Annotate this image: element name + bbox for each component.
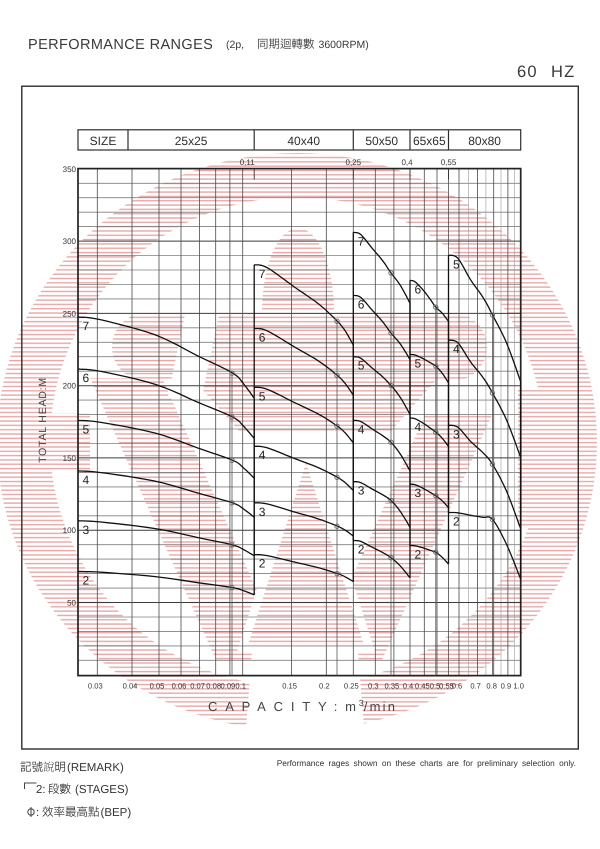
svg-text:0.03: 0.03: [88, 682, 103, 691]
svg-text:5: 5: [415, 356, 422, 370]
svg-text:(REMARK): (REMARK): [67, 762, 124, 774]
svg-text:0.15: 0.15: [282, 682, 297, 691]
svg-text:60: 60: [517, 63, 538, 81]
svg-text:3: 3: [415, 486, 422, 500]
svg-text:5: 5: [259, 389, 266, 403]
svg-text:25x25: 25x25: [175, 134, 208, 148]
svg-text:0.06: 0.06: [172, 682, 187, 691]
svg-text:Performance rages shown on the: Performance rages shown on these charts …: [277, 758, 576, 768]
svg-text:TOTAL HEAD:M: TOTAL HEAD:M: [37, 377, 49, 463]
svg-text:7: 7: [259, 267, 266, 281]
svg-text:0,11: 0,11: [240, 158, 256, 167]
svg-text:3: 3: [259, 505, 266, 519]
svg-text:5: 5: [83, 422, 90, 436]
svg-text:0.55: 0.55: [439, 682, 454, 691]
svg-text:300: 300: [63, 237, 77, 246]
svg-text:2:: 2:: [36, 784, 46, 796]
svg-text:0.35: 0.35: [385, 682, 400, 691]
svg-text:0.4: 0.4: [403, 682, 414, 691]
svg-text:6: 6: [259, 330, 266, 344]
svg-text:0,4: 0,4: [401, 158, 413, 167]
svg-text:4: 4: [358, 422, 365, 436]
svg-text:2: 2: [358, 543, 365, 557]
svg-text:40x40: 40x40: [287, 134, 320, 148]
svg-text:0.25: 0.25: [344, 682, 359, 691]
svg-text:3600RPM): 3600RPM): [319, 39, 369, 51]
svg-text:SIZE: SIZE: [90, 134, 117, 148]
svg-text:CAPACITY:m3/min: CAPACITY:m3/min: [208, 698, 397, 714]
svg-text:250: 250: [63, 309, 77, 318]
svg-text::: :: [36, 807, 39, 819]
svg-text:0.09: 0.09: [221, 682, 236, 691]
svg-text:HZ: HZ: [551, 63, 575, 81]
svg-text:7: 7: [83, 319, 90, 333]
svg-text:80x80: 80x80: [468, 134, 501, 148]
svg-text:3: 3: [358, 484, 365, 498]
svg-text:0.04: 0.04: [123, 682, 138, 691]
svg-text:50x50: 50x50: [365, 134, 398, 148]
svg-text:100: 100: [63, 526, 77, 535]
svg-text:4: 4: [259, 448, 266, 462]
svg-text:0.3: 0.3: [368, 682, 379, 691]
svg-text:2: 2: [453, 514, 460, 528]
svg-text:PERFORMANCE RANGES: PERFORMANCE RANGES: [28, 37, 213, 53]
svg-text:(2p,: (2p,: [226, 39, 244, 51]
svg-text:2: 2: [83, 573, 90, 587]
svg-text:0.45: 0.45: [415, 682, 430, 691]
svg-text:0.08: 0.08: [206, 682, 221, 691]
svg-text:0.2: 0.2: [319, 682, 330, 691]
svg-text:0,25: 0,25: [346, 158, 362, 167]
svg-text:6: 6: [415, 282, 422, 296]
svg-text:50: 50: [67, 599, 76, 608]
svg-text:3: 3: [453, 427, 460, 441]
svg-text:0.07: 0.07: [190, 682, 205, 691]
svg-text:5: 5: [453, 257, 460, 271]
svg-text:0.5: 0.5: [430, 682, 441, 691]
svg-text:150: 150: [63, 454, 77, 463]
svg-text:0.6: 0.6: [452, 682, 463, 691]
svg-text:2: 2: [259, 557, 266, 571]
svg-text:0.05: 0.05: [150, 682, 165, 691]
svg-text:1.0: 1.0: [513, 682, 524, 691]
svg-text:(BEP): (BEP): [101, 807, 132, 819]
svg-text:5: 5: [358, 359, 365, 373]
svg-text:350: 350: [63, 165, 77, 174]
svg-text:0.9: 0.9: [501, 682, 512, 691]
svg-text:0.7: 0.7: [470, 682, 481, 691]
svg-text:2: 2: [415, 547, 422, 561]
svg-text:4: 4: [83, 473, 90, 487]
svg-text:0,55: 0,55: [441, 158, 457, 167]
svg-text:0.1: 0.1: [235, 682, 246, 691]
svg-text:7: 7: [358, 234, 365, 248]
svg-text:4: 4: [415, 420, 422, 434]
svg-text:6: 6: [83, 371, 90, 385]
svg-text:65x65: 65x65: [413, 134, 446, 148]
svg-text:6: 6: [358, 297, 365, 311]
svg-text:200: 200: [63, 382, 77, 391]
svg-text:4: 4: [453, 342, 460, 356]
svg-text:3: 3: [83, 523, 90, 537]
svg-text:0.8: 0.8: [486, 682, 497, 691]
svg-text:(STAGES): (STAGES): [75, 784, 129, 796]
